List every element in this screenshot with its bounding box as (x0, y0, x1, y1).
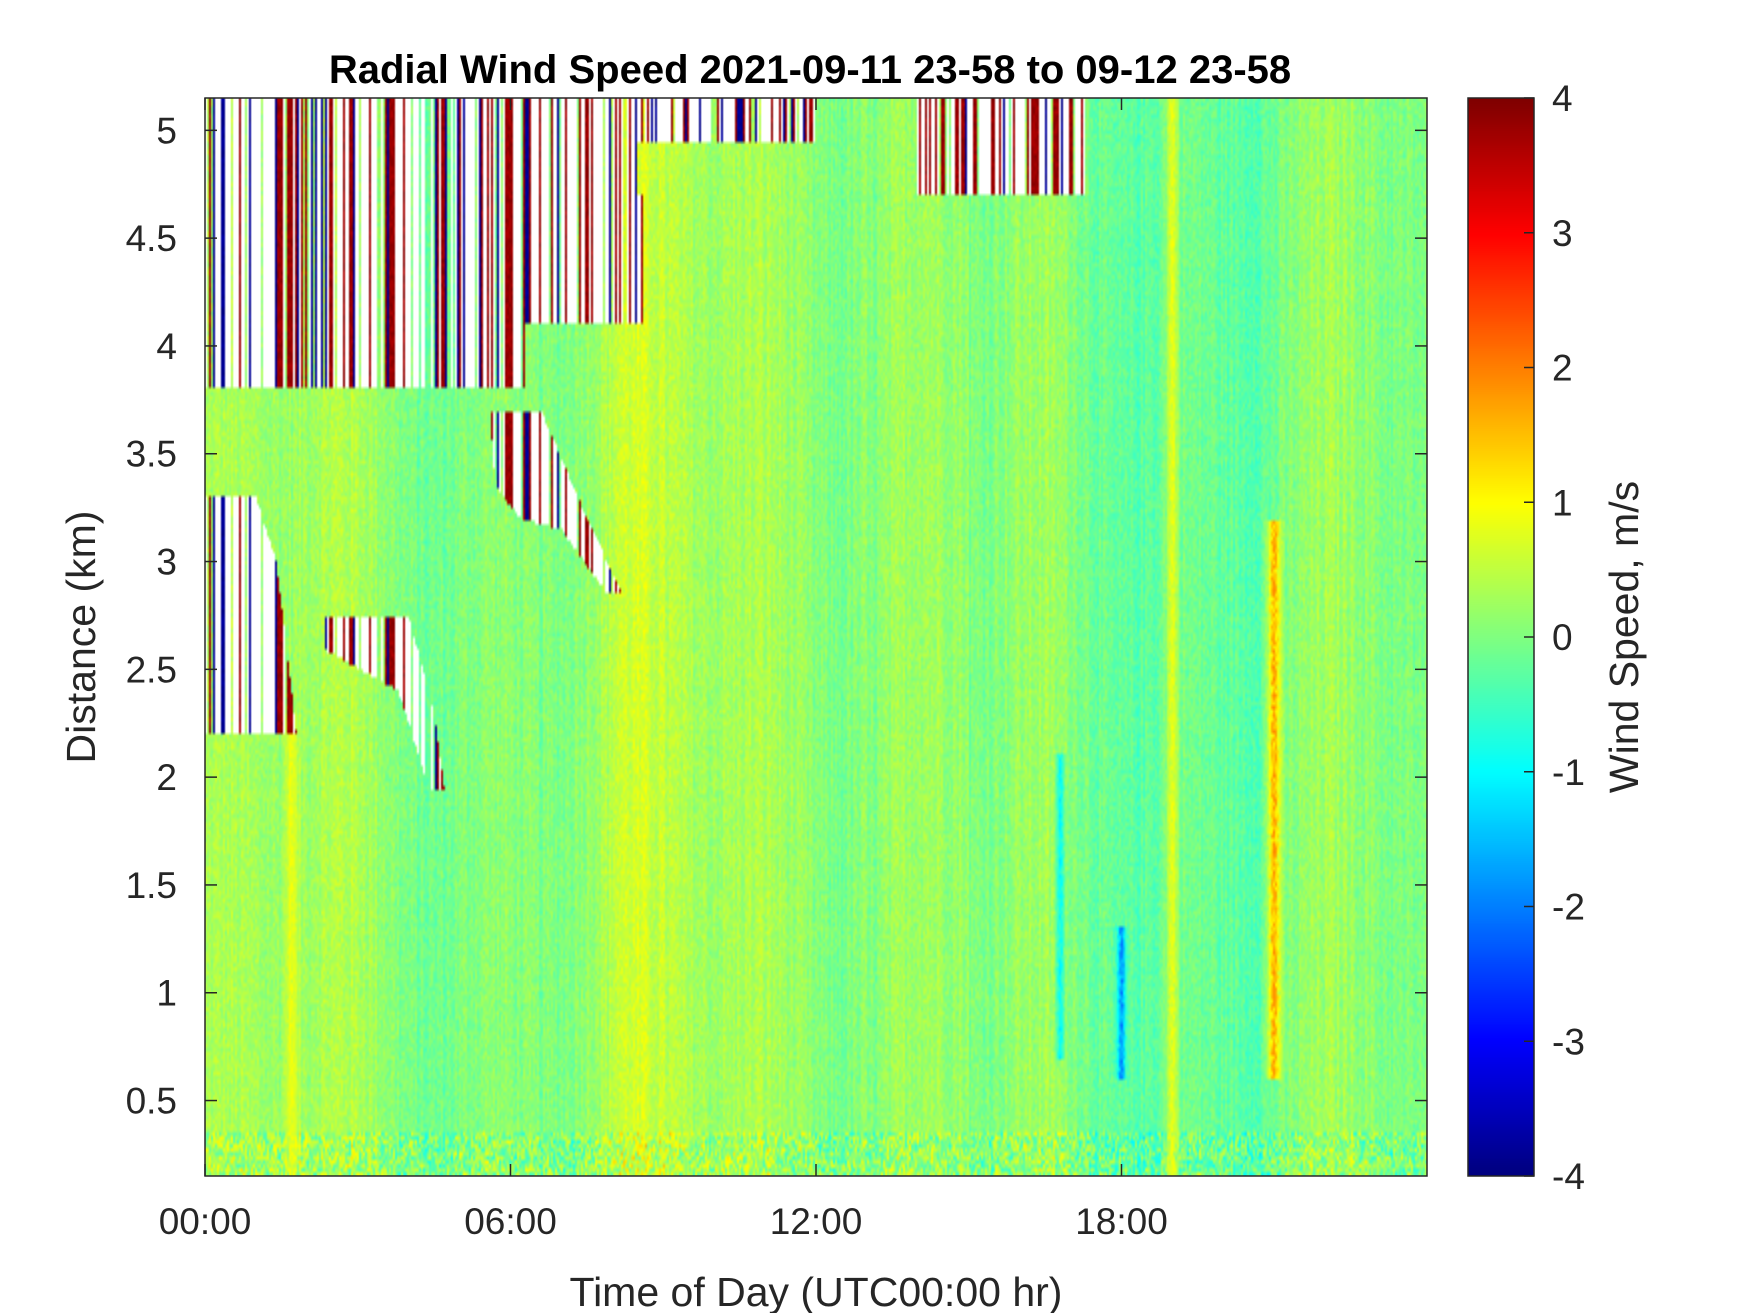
x-ticks: 00:00 06:00 12:00 18:00 (159, 98, 1168, 1242)
y-tick-label: 3.5 (126, 434, 177, 475)
x-tick-label: 06:00 (464, 1201, 557, 1242)
y-tick-label: 2.5 (126, 649, 177, 690)
x-axis-label: Time of Day (UTC00:00 hr) (570, 1269, 1063, 1313)
y-tick-label: 4.5 (126, 218, 177, 259)
y-tick-label: 1 (156, 973, 177, 1014)
wind-speed-heatmap (205, 98, 1427, 1176)
colorbar-label: Wind Speed, m/s (1601, 481, 1647, 793)
colorbar: 4 3 2 1 0 -1 -2 -3 -4 (1467, 78, 1585, 1197)
y-ticks: 0.5 1 1.5 2 2.5 3 3.5 4 4.5 5 (126, 110, 1427, 1122)
colorbar-gradient (1468, 98, 1534, 1176)
colorbar-tick-label: -3 (1552, 1021, 1585, 1062)
x-tick-label: 00:00 (159, 1201, 252, 1242)
y-tick-label: 0.5 (126, 1081, 177, 1122)
colorbar-tick-label: 0 (1552, 617, 1573, 658)
colorbar-tick-label: -2 (1552, 887, 1585, 928)
colorbar-tick-label: 4 (1552, 78, 1573, 119)
y-tick-label: 1.5 (126, 865, 177, 906)
chart-title: Radial Wind Speed 2021-09-11 23-58 to 09… (329, 48, 1291, 92)
colorbar-tick-label: 3 (1552, 213, 1573, 254)
plot-area (204, 97, 1428, 1177)
colorbar-tick-label: -1 (1552, 752, 1585, 793)
colorbar-ticks: 4 3 2 1 0 -1 -2 -3 -4 (1524, 78, 1585, 1197)
y-tick-label: 2 (156, 757, 177, 798)
colorbar-tick-label: 1 (1552, 482, 1573, 523)
colorbar-tick-label: 2 (1552, 348, 1573, 389)
x-tick-label: 18:00 (1075, 1201, 1168, 1242)
y-axis-label: Distance (km) (58, 511, 104, 764)
y-tick-label: 3 (156, 542, 177, 583)
y-tick-label: 4 (156, 326, 177, 367)
colorbar-tick-label: -4 (1552, 1156, 1585, 1197)
x-tick-label: 12:00 (770, 1201, 863, 1242)
y-tick-label: 5 (156, 110, 177, 151)
